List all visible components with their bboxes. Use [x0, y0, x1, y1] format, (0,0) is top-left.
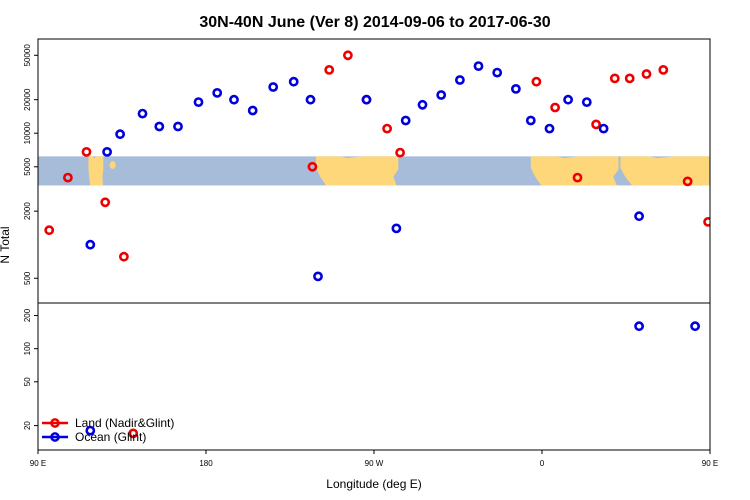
- land-point: [128, 428, 139, 439]
- land-island: [577, 164, 582, 171]
- land-point: [572, 172, 583, 183]
- ocean-point: [563, 94, 573, 105]
- x-tick-label: 90 E: [702, 459, 718, 468]
- ocean-point: [268, 82, 279, 92]
- land-point: [550, 102, 560, 113]
- land-point: [609, 73, 620, 84]
- land-point: [63, 172, 73, 183]
- lower-y-tick-label: 20: [23, 421, 32, 430]
- map-strip: [38, 156, 710, 186]
- ocean-point: [85, 239, 96, 250]
- upper-data-points: [44, 50, 743, 282]
- upper-panel: 500 2000 5000 10000 20000 50000: [23, 38, 743, 304]
- ocean-point: [473, 61, 484, 71]
- land-point: [531, 76, 542, 87]
- land-point: [682, 176, 693, 187]
- ocean-point: [544, 123, 555, 134]
- land-north-america: [316, 156, 399, 186]
- ocean-point: [690, 321, 700, 332]
- ocean-point: [391, 223, 402, 234]
- land-point: [624, 73, 635, 84]
- land-point: [324, 65, 335, 75]
- land-point: [721, 227, 728, 234]
- ocean-point: [102, 146, 112, 157]
- legend-label-ocean: Ocean (Glint): [75, 430, 146, 444]
- ocean-point: [511, 84, 521, 94]
- legend: Land (Nadir&Glint) Ocean (Glint): [42, 416, 174, 444]
- ocean-point: [436, 90, 447, 100]
- ocean-point: [417, 99, 428, 110]
- ocean-point: [173, 121, 183, 132]
- ocean-point: [288, 76, 299, 87]
- upper-y-tick-label: 10000: [23, 122, 32, 145]
- ocean-point: [193, 97, 204, 107]
- ocean-point: [137, 108, 148, 119]
- land-point: [44, 225, 55, 236]
- ocean-point: [154, 121, 165, 132]
- lower-data-points: [85, 321, 738, 439]
- land-point: [658, 65, 669, 75]
- land-point: [81, 146, 92, 157]
- land-asia-coast: [88, 156, 104, 186]
- x-tick-label: 180: [199, 459, 213, 468]
- lower-y-tick-label: 100: [23, 341, 32, 355]
- ocean-point: [400, 115, 411, 126]
- ocean-point: [361, 94, 372, 105]
- upper-y-tick-label: 5000: [23, 157, 32, 175]
- ocean-point: [313, 271, 323, 282]
- legend-marker-land: [50, 418, 60, 428]
- ocean-point: [85, 425, 96, 436]
- ocean-point: [247, 105, 258, 116]
- legend-entry-land: Land (Nadir&Glint): [42, 416, 174, 430]
- land-point: [703, 217, 710, 227]
- x-axis-label: Longitude (deg E): [326, 477, 421, 491]
- legend-marker-ocean: [50, 432, 60, 442]
- ocean-point: [525, 115, 536, 126]
- chart-title: 30N-40N June (Ver 8) 2014-09-06 to 2017-…: [199, 14, 550, 31]
- upper-y-tick-label: 500: [23, 271, 32, 285]
- land-point: [591, 119, 601, 130]
- ocean-point: [731, 427, 738, 434]
- land-point: [342, 50, 353, 61]
- lower-y-tick-label: 200: [23, 308, 32, 322]
- upper-y-tick-label: 20000: [23, 88, 32, 111]
- land-band: [88, 156, 710, 186]
- ocean-point: [115, 129, 125, 140]
- land-point: [119, 251, 129, 262]
- y-axis-label: N Total: [0, 226, 12, 263]
- land-point: [395, 147, 405, 158]
- x-axis: 90 E 180 90 W 0 90 E: [30, 450, 718, 468]
- lower-y-axis: 20 50 100 200: [23, 308, 38, 430]
- legend-label-land: Land (Nadir&Glint): [75, 416, 174, 430]
- ocean-point: [454, 75, 465, 85]
- land-point: [307, 161, 318, 172]
- land-point: [382, 123, 392, 134]
- ocean-point: [305, 94, 316, 105]
- upper-y-axis: 500 2000 5000 10000 20000 50000: [23, 44, 38, 285]
- x-tick-label: 0: [540, 459, 545, 468]
- lower-y-tick-label: 50: [23, 377, 32, 386]
- x-tick-label: 90 E: [30, 459, 46, 468]
- upper-y-tick-label: 2000: [23, 202, 32, 220]
- land-point: [641, 69, 652, 79]
- land-middle-east: [620, 156, 710, 186]
- ocean-point: [634, 211, 644, 222]
- ocean-point: [598, 123, 609, 134]
- upper-y-tick-label: 50000: [23, 44, 32, 67]
- ocean-point: [492, 67, 503, 78]
- ocean-point: [229, 94, 239, 105]
- ocean-point: [581, 97, 592, 107]
- land-mediterranean: [530, 156, 619, 186]
- ocean-point: [634, 321, 644, 332]
- ocean-point: [212, 88, 223, 98]
- land-point: [100, 197, 111, 208]
- land-point: [736, 174, 743, 181]
- land-japan: [109, 161, 116, 170]
- x-tick-label: 90 W: [365, 459, 384, 468]
- legend-entry-ocean: Ocean (Glint): [42, 430, 146, 444]
